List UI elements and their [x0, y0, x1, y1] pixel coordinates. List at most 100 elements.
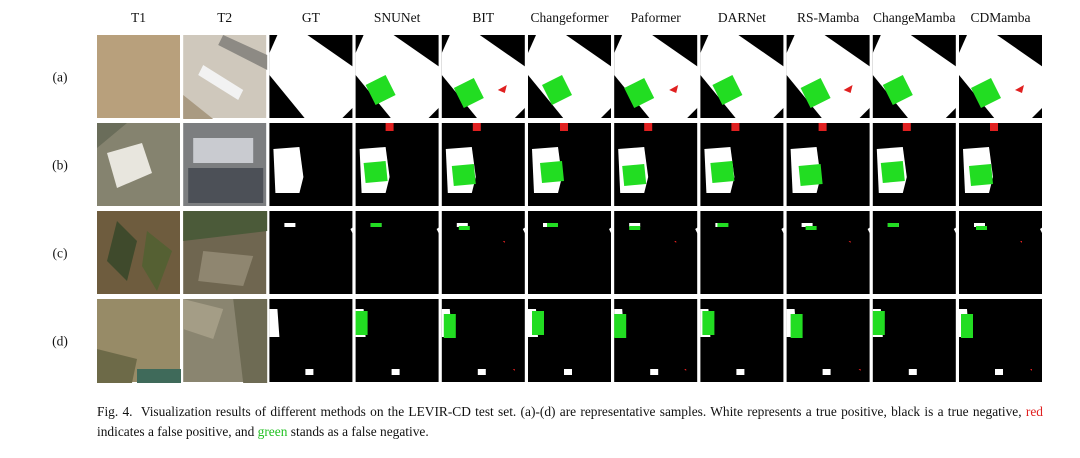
false-negative — [717, 223, 729, 227]
false-positive — [669, 85, 679, 93]
false-negative — [443, 314, 456, 338]
row-label: (b) — [52, 158, 68, 173]
photo-region — [107, 143, 152, 188]
false-positive — [385, 123, 394, 131]
panel-image — [441, 211, 526, 294]
photo-region — [183, 299, 224, 339]
mask-background — [614, 299, 698, 382]
panel-image — [269, 299, 353, 382]
mask-background — [959, 211, 1042, 294]
caption: Fig. 4. Visualization results of differe… — [97, 402, 1043, 442]
panel-image — [97, 35, 180, 118]
panel-image — [959, 211, 1043, 294]
false-negative — [532, 311, 544, 335]
caption-text: indicates a false positive, and — [97, 424, 255, 439]
false-negative — [798, 164, 823, 186]
false-positive — [818, 123, 827, 131]
caption-red: red — [1025, 404, 1043, 419]
false-negative — [540, 161, 564, 183]
photo-region — [97, 349, 137, 383]
mask-region — [629, 223, 699, 235]
false-positive — [858, 369, 861, 371]
mask-region — [269, 35, 354, 119]
panel-image — [872, 211, 957, 294]
column-header: Changeformer — [531, 10, 609, 25]
photo-background — [97, 35, 180, 118]
row-label: (d) — [52, 334, 68, 349]
false-positive — [512, 369, 515, 371]
photo-region — [97, 123, 127, 148]
false-negative — [355, 311, 368, 335]
false-positive — [843, 85, 853, 93]
mask-region — [273, 147, 304, 193]
mask-background — [786, 211, 870, 294]
mask-background — [959, 299, 1042, 382]
photo-region — [183, 211, 268, 241]
false-positive — [731, 123, 740, 131]
panel-image — [355, 211, 440, 294]
mask-background — [872, 299, 956, 382]
false-negative — [622, 164, 647, 186]
false-positive — [990, 123, 998, 131]
panel-image — [872, 35, 957, 119]
caption-text: stands as a false negative. — [290, 424, 429, 439]
panel-image — [269, 35, 354, 119]
column-header: DARNet — [718, 10, 766, 25]
photo-region — [198, 65, 244, 100]
panel-image — [97, 299, 181, 383]
panel-image — [269, 123, 353, 206]
mask-background — [528, 211, 611, 294]
row-label: (a) — [53, 70, 68, 85]
column-header: T2 — [217, 10, 232, 25]
panel-image — [700, 211, 785, 294]
mask-background — [614, 211, 698, 294]
photo-region — [188, 168, 264, 203]
photo-region — [183, 95, 214, 119]
false-negative — [458, 226, 470, 230]
mask-region — [269, 309, 314, 375]
photo-region — [198, 251, 254, 286]
column-header: RS-Mamba — [797, 10, 859, 25]
caption-label: Fig. 4. — [97, 404, 133, 419]
panel-image — [97, 211, 180, 294]
panel-image — [269, 211, 354, 294]
photo-region — [107, 221, 137, 281]
false-negative — [451, 164, 476, 186]
panel-image — [441, 123, 525, 206]
mask-background — [269, 211, 353, 294]
column-header: T1 — [131, 10, 146, 25]
false-negative — [370, 223, 382, 227]
figure-grid: T1 T2 GT SNUNet BIT Changeformer Paformer DARNe… — [52, 10, 1043, 383]
mask-background — [441, 299, 525, 382]
false-negative — [710, 161, 735, 183]
false-positive — [902, 123, 911, 131]
photo-region — [233, 299, 268, 383]
false-positive — [472, 123, 481, 131]
panel-image — [97, 123, 180, 206]
false-negative — [453, 78, 484, 108]
row-label: (c) — [53, 246, 68, 261]
false-positive — [502, 241, 505, 243]
mask-background — [355, 211, 439, 294]
column-header: Paformer — [631, 10, 682, 25]
mask-region — [456, 223, 526, 235]
false-negative — [629, 226, 641, 230]
panel-image — [872, 299, 956, 382]
false-negative — [614, 314, 627, 338]
false-positive — [560, 123, 568, 131]
mask-background — [700, 211, 784, 294]
mask-background — [269, 299, 353, 382]
panel-image — [355, 123, 439, 206]
panel-image — [959, 299, 1042, 382]
panel-image — [786, 299, 870, 382]
false-negative — [702, 311, 715, 335]
caption-text: Visualization results of different metho… — [140, 404, 1022, 419]
panel-image — [872, 123, 956, 206]
panel-image — [528, 35, 612, 119]
panel-image — [183, 35, 268, 119]
photo-region — [193, 138, 254, 163]
panel-image — [528, 211, 612, 294]
false-negative — [976, 226, 987, 230]
panel-image — [700, 299, 784, 382]
